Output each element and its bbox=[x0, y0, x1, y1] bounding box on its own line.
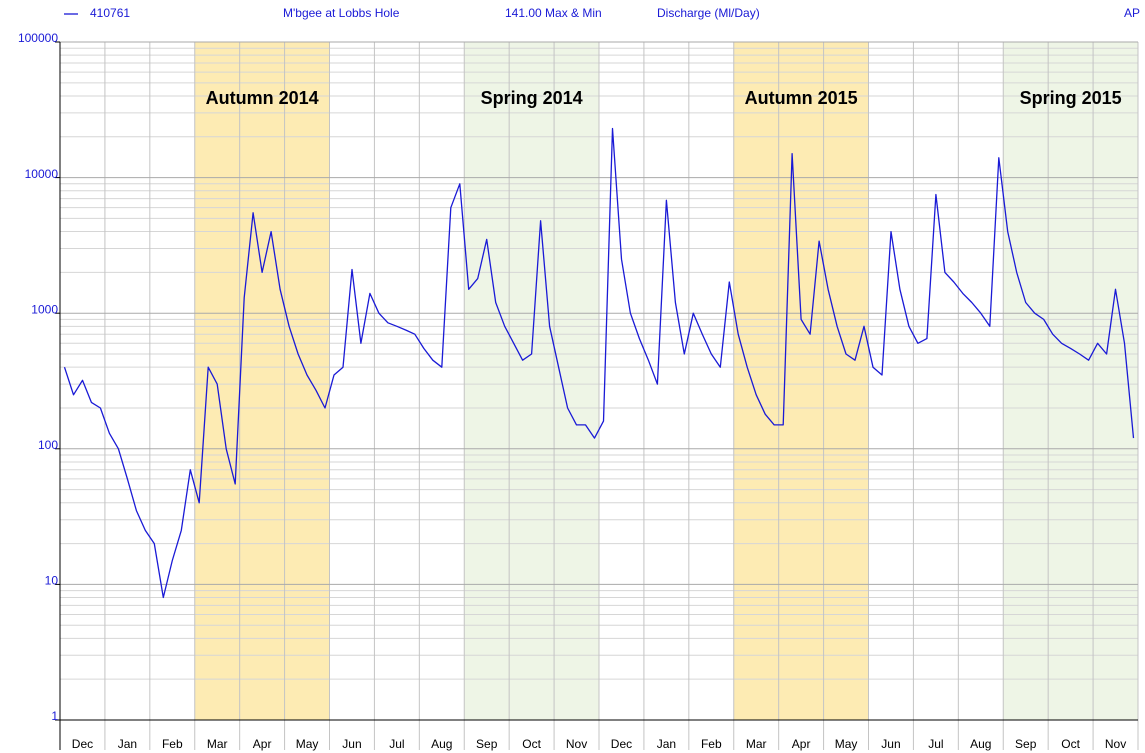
x-tick-label: Sep bbox=[476, 737, 498, 751]
season-label: Spring 2015 bbox=[1020, 88, 1122, 108]
x-tick-label: May bbox=[296, 737, 319, 751]
x-tick-label: Apr bbox=[792, 737, 811, 751]
header-text: AP bbox=[1124, 6, 1140, 20]
discharge-line bbox=[63, 127, 1135, 599]
x-tick-label: Jan bbox=[657, 737, 676, 751]
season-band bbox=[464, 42, 599, 720]
y-tick-label: 100 bbox=[38, 438, 58, 452]
x-tick-label: Feb bbox=[701, 737, 722, 751]
season-band bbox=[733, 42, 869, 720]
y-tick-label: 1000 bbox=[31, 302, 58, 316]
season-label: Autumn 2015 bbox=[745, 88, 858, 108]
x-tick-label: Mar bbox=[207, 737, 228, 751]
y-tick-label: 1 bbox=[51, 709, 58, 723]
x-tick-label: Oct bbox=[1061, 737, 1080, 751]
x-tick-label: Dec bbox=[72, 737, 93, 751]
header-text: 141.00 Max & Min bbox=[505, 6, 602, 20]
season-label: Spring 2014 bbox=[481, 88, 583, 108]
x-tick-label: Sep bbox=[1015, 737, 1037, 751]
x-tick-label: Nov bbox=[566, 737, 587, 751]
season-label: Autumn 2014 bbox=[206, 88, 319, 108]
x-tick-label: Dec bbox=[611, 737, 632, 751]
x-tick-label: Jun bbox=[342, 737, 361, 751]
header-text: Discharge (Ml/Day) bbox=[657, 6, 760, 20]
season-band bbox=[194, 42, 330, 720]
x-tick-label: Jul bbox=[389, 737, 404, 751]
x-tick-label: Apr bbox=[253, 737, 272, 751]
x-tick-label: Mar bbox=[746, 737, 767, 751]
x-tick-label: Oct bbox=[522, 737, 541, 751]
x-tick-label: Jul bbox=[928, 737, 943, 751]
header-text: M'bgee at Lobbs Hole bbox=[283, 6, 400, 20]
x-tick-label: Aug bbox=[970, 737, 991, 751]
x-tick-label: Feb bbox=[162, 737, 183, 751]
x-tick-label: Jan bbox=[118, 737, 137, 751]
y-tick-label: 100000 bbox=[18, 31, 58, 45]
x-tick-label: Nov bbox=[1105, 737, 1126, 751]
season-band bbox=[1003, 42, 1138, 720]
x-tick-label: Jun bbox=[881, 737, 900, 751]
y-tick-label: 10000 bbox=[25, 167, 59, 181]
y-tick-label: 10 bbox=[45, 574, 59, 588]
x-tick-label: May bbox=[835, 737, 858, 751]
legend-label: 410761 bbox=[90, 6, 130, 20]
x-tick-label: Aug bbox=[431, 737, 452, 751]
